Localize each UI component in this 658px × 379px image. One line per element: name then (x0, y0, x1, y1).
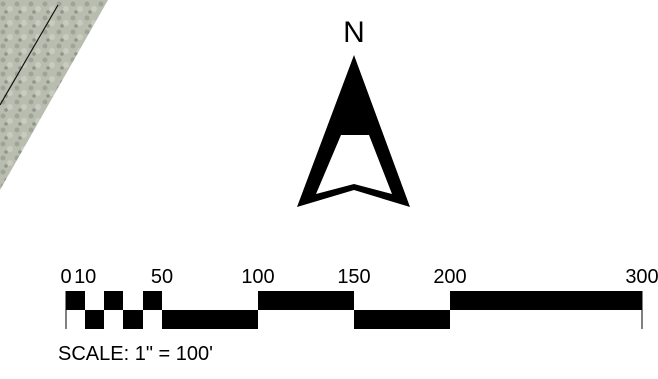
scale-tick-label: 150 (337, 266, 370, 288)
scale-segment (66, 291, 85, 310)
scale-tick-label: 0 (60, 266, 71, 288)
north-arrow (297, 55, 410, 207)
scale-segment (123, 310, 143, 329)
scale-tick-label: 50 (151, 266, 173, 288)
scale-segment (450, 291, 642, 310)
north-label: N (343, 16, 365, 49)
scale-bar (66, 291, 642, 329)
scale-tick-label: 200 (433, 266, 466, 288)
scale-segment (354, 310, 450, 329)
map-legend: N SCALE: 1" = 100' 010 50 100 150 200 300 (0, 0, 658, 379)
aerial-image (0, 0, 108, 190)
scale-segment (104, 291, 123, 310)
scale-segment (143, 291, 162, 310)
scale-tick-label: 300 (625, 266, 658, 288)
scale-segment (258, 291, 354, 310)
scale-tick-label: 10 (74, 266, 96, 288)
scale-segment (162, 310, 258, 329)
scale-segment (85, 310, 104, 329)
scale-tick-label: 100 (241, 266, 274, 288)
scale-text: SCALE: 1" = 100' (58, 343, 213, 365)
